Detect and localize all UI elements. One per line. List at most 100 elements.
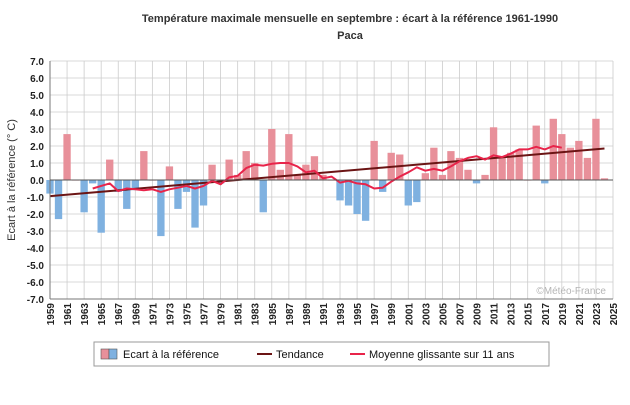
bar: [583, 157, 592, 180]
bar: [88, 180, 97, 184]
bar: [600, 178, 609, 180]
bar: [379, 180, 387, 192]
bar: [370, 140, 378, 180]
bar: [455, 157, 464, 180]
x-tick-label: 1971: [148, 303, 159, 326]
trend-line: [49, 147, 605, 198]
chart-subtitle: Paca: [337, 30, 364, 42]
bar: [293, 174, 302, 180]
bar: [532, 125, 540, 180]
x-tick-label: 1979: [217, 303, 228, 326]
bar: [174, 180, 182, 209]
y-tick-label: -5.0: [27, 261, 45, 272]
bar: [396, 154, 404, 180]
bar: [157, 180, 165, 237]
x-tick-label: 1983: [251, 303, 262, 326]
legend-label-trend: Tendance: [276, 349, 324, 361]
x-tick-label: 2001: [404, 303, 415, 326]
x-tick-label: 1961: [63, 303, 74, 326]
x-tick-label: 1967: [114, 303, 125, 326]
legend-swatch-negative: [108, 348, 118, 360]
watermark: ©Météo-France: [536, 286, 606, 297]
bar: [285, 134, 293, 180]
y-tick-label: 5.0: [30, 91, 44, 102]
x-tick-label: 1989: [302, 303, 313, 326]
bar: [421, 173, 430, 180]
y-tick-label: 1.0: [30, 159, 44, 170]
y-tick-label: -3.0: [27, 227, 45, 238]
bar: [498, 157, 506, 180]
bar: [310, 156, 319, 180]
y-tick-label: 0.0: [30, 176, 44, 187]
bar: [259, 180, 267, 213]
y-tick-label: 7.0: [30, 57, 44, 68]
bar: [268, 129, 276, 180]
bar: [404, 180, 412, 206]
x-tick-label: 1969: [131, 303, 142, 326]
bar: [336, 180, 344, 201]
moving-average-line: [92, 145, 562, 193]
axes: [49, 61, 613, 300]
bar: [131, 180, 139, 191]
x-tick-label: 1959: [46, 303, 57, 326]
bar: [242, 151, 250, 180]
x-tick-label: 2021: [575, 303, 586, 326]
x-tick-label: 2009: [473, 303, 484, 326]
bar: [199, 180, 208, 206]
bar: [549, 118, 557, 180]
bar: [515, 149, 523, 180]
x-tick-label: 2007: [455, 303, 466, 326]
x-tick-label: 1973: [165, 303, 176, 326]
bar: [438, 174, 447, 180]
bars: [46, 118, 609, 237]
x-tick-label: 2003: [421, 303, 432, 326]
bar: [208, 164, 216, 180]
bar: [63, 134, 71, 180]
y-tick-label: 4.0: [30, 108, 44, 119]
legend-label-moving-average: Moyenne glissante sur 11 ans: [369, 349, 515, 361]
tick-labels: 7.0 6.0 5.0 4.0 3.0 2.0 1.0 0.0 -1.0 -2.0 -3.0 -4.0…: [27, 57, 620, 325]
legend-frame: [93, 341, 550, 367]
bar: [165, 166, 174, 180]
bar: [123, 180, 131, 209]
bar: [558, 134, 566, 180]
y-tick-label: 2.0: [30, 142, 44, 153]
x-tick-label: 1999: [387, 303, 398, 326]
x-tick-label: 2017: [541, 303, 552, 326]
y-tick-label: -4.0: [27, 244, 45, 255]
bar: [506, 152, 515, 180]
bar: [54, 180, 63, 220]
bar: [481, 174, 489, 180]
x-tick-label: 2005: [438, 303, 449, 326]
lines: [49, 145, 605, 198]
y-tick-label: -1.0: [27, 193, 45, 204]
bar: [575, 140, 583, 180]
y-tick-label: -2.0: [27, 210, 45, 221]
x-tick-label: 1963: [80, 303, 91, 326]
bar: [233, 174, 242, 180]
bar: [80, 180, 88, 213]
bar: [464, 169, 472, 180]
bar: [472, 180, 481, 184]
chart-title: Température maximale mensuelle en septem…: [142, 13, 558, 25]
x-tick-label: 1965: [97, 303, 108, 326]
bar: [191, 180, 199, 228]
bar: [566, 147, 575, 180]
x-tick-label: 1995: [353, 303, 364, 326]
bar: [140, 151, 148, 180]
y-tick-label: 6.0: [30, 74, 44, 85]
x-tick-label: 2019: [558, 303, 569, 326]
bar: [361, 180, 370, 221]
y-axis-label: Ecart à la référence (° C): [6, 119, 18, 241]
x-tick-label: 1981: [234, 303, 245, 326]
x-tick-label: 1997: [370, 303, 381, 326]
x-tick-label: 2013: [507, 303, 518, 326]
bar: [276, 169, 284, 180]
bar: [489, 127, 498, 180]
x-tick-label: 2015: [524, 303, 535, 326]
x-tick-label: 1993: [336, 303, 347, 326]
x-tick-label: 1977: [200, 303, 211, 326]
x-tick-label: 1985: [268, 303, 279, 326]
